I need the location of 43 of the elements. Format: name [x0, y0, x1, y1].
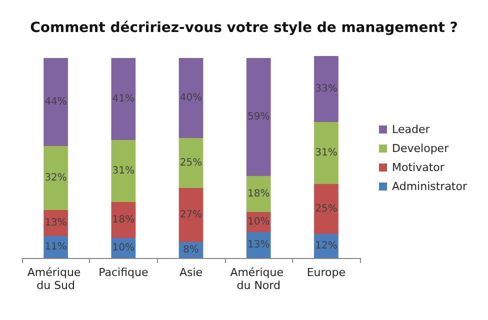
data-label: 13%: [247, 240, 270, 250]
data-label: 40%: [180, 92, 202, 104]
data-label: 10%: [112, 242, 135, 254]
bar: [314, 56, 338, 122]
data-label: 18%: [112, 214, 135, 226]
data-label: 11%: [44, 242, 67, 252]
data-label: 25%: [315, 204, 338, 214]
bar: [44, 146, 68, 210]
bar: [314, 184, 338, 234]
data-label: 25%: [180, 158, 202, 168]
data-label: 10%: [247, 216, 270, 228]
bar: [246, 58, 271, 176]
data-label: 8%: [183, 244, 199, 256]
data-label: 41%: [112, 94, 135, 104]
data-label: 13%: [44, 218, 67, 228]
legend-label: Leader: [392, 123, 430, 136]
data-label: 31%: [315, 148, 338, 158]
bar: [111, 202, 136, 238]
data-label: 33%: [315, 84, 338, 94]
x-tick-label: Amérique du Nord: [230, 266, 288, 292]
bar: [246, 176, 271, 212]
data-label: 31%: [112, 166, 135, 176]
data-label: 18%: [247, 188, 270, 200]
x-tick-label: Pacifique: [98, 266, 148, 279]
data-label: 27%: [180, 210, 202, 220]
data-label: 59%: [247, 112, 270, 122]
bar: [44, 58, 68, 146]
legend-label: Administrator: [392, 180, 468, 193]
x-tick-label: Amérique du Sud: [27, 266, 84, 292]
legend-label: Developer: [392, 142, 450, 155]
data-label: 32%: [44, 172, 67, 184]
chart-title: Comment décririez-vous votre style de management ?: [30, 20, 458, 36]
data-label: 12%: [315, 240, 338, 252]
data-label: 44%: [44, 96, 67, 108]
bar: [178, 138, 204, 188]
bar: [314, 122, 338, 184]
bar: [111, 140, 136, 202]
bar: [178, 58, 204, 138]
legend-label: Motivator: [392, 161, 445, 174]
x-tick-label: Europe: [306, 266, 346, 279]
x-tick-label: Asie: [179, 266, 203, 279]
bar: [111, 58, 136, 140]
bar: [178, 188, 204, 242]
